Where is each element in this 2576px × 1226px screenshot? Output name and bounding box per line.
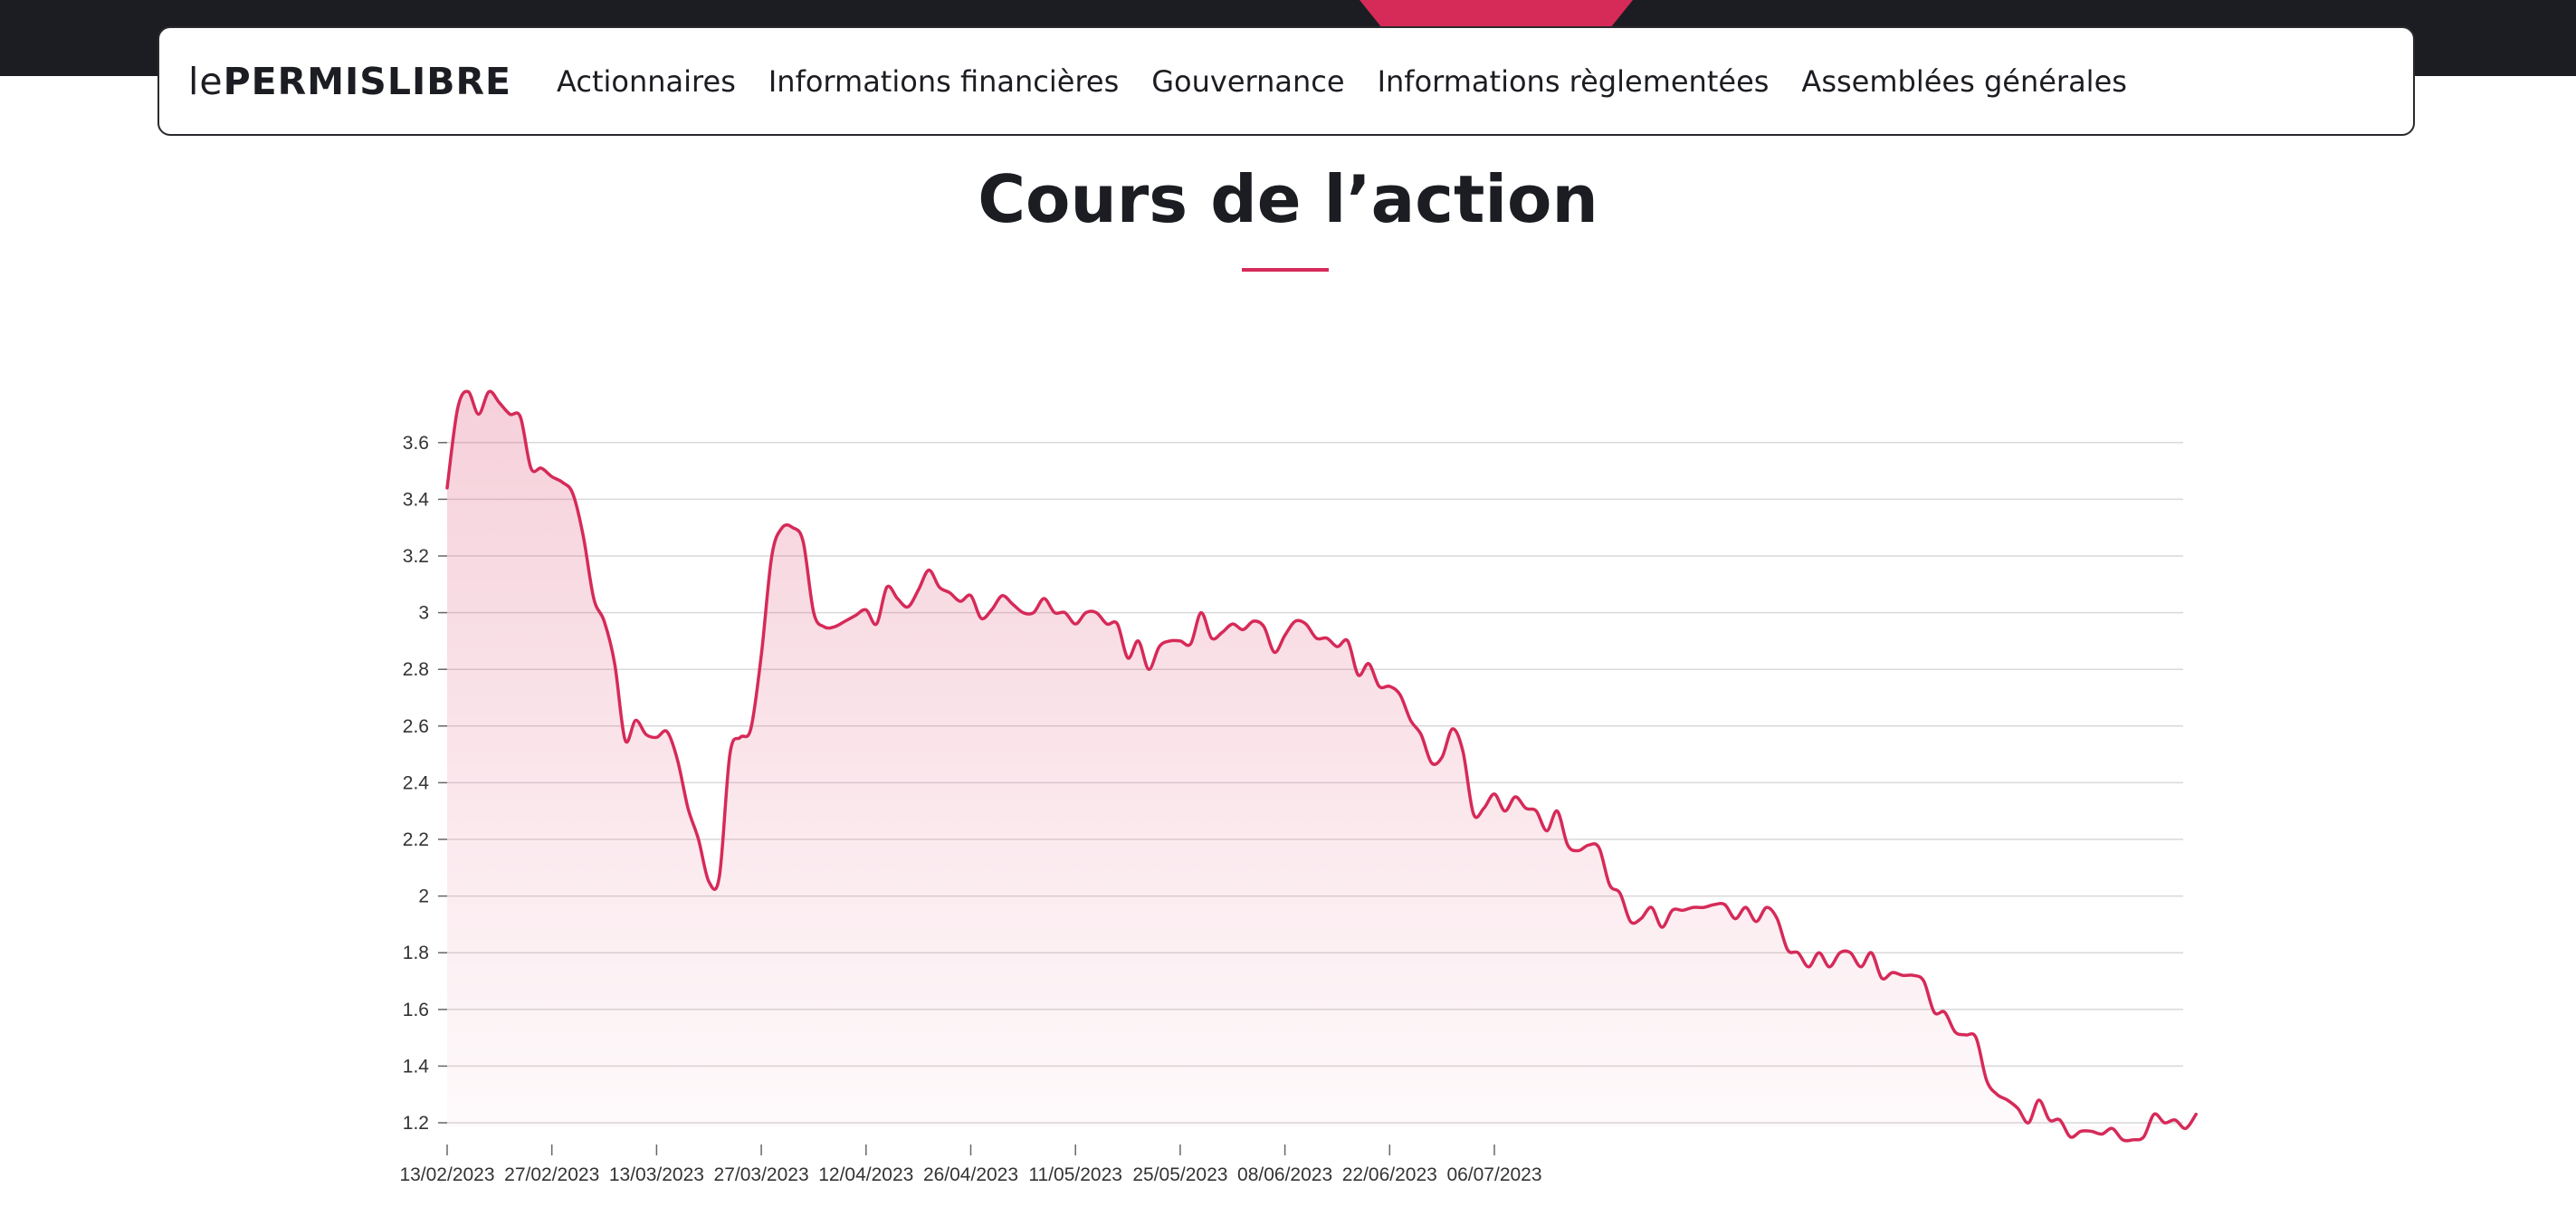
x-tick-label: 11/05/2023 xyxy=(1028,1164,1122,1185)
page-title: Cours de l’action xyxy=(978,161,1598,237)
nav-item-actionnaires[interactable]: Actionnaires xyxy=(557,63,736,99)
price-area xyxy=(447,391,2197,1141)
y-tick-label: 1.8 xyxy=(403,943,429,963)
logo-main: PERMISLIBRE xyxy=(223,59,512,103)
y-tick-label: 3 xyxy=(418,603,429,624)
y-tick-label: 2.6 xyxy=(403,716,429,737)
title-underline xyxy=(1242,268,1329,272)
y-tick-label: 3.4 xyxy=(403,489,430,510)
y-tick-label: 1.2 xyxy=(403,1113,429,1134)
y-tick-label: 1.4 xyxy=(403,1056,430,1077)
x-tick-label: 27/02/2023 xyxy=(504,1164,599,1185)
main-navbar: lePERMISLIBRE Actionnaires Informations … xyxy=(157,26,2415,136)
price-line xyxy=(445,389,2198,1143)
brand-logo[interactable]: lePERMISLIBRE xyxy=(188,60,511,103)
x-tick-label: 26/04/2023 xyxy=(923,1164,1018,1185)
x-tick-label: 22/06/2023 xyxy=(1342,1164,1437,1185)
y-tick-label: 2 xyxy=(418,886,429,907)
x-tick-label: 25/05/2023 xyxy=(1132,1164,1227,1185)
y-tick-label: 3.6 xyxy=(403,433,429,454)
y-tick-label: 2.4 xyxy=(403,772,430,793)
nav-item-gouvernance[interactable]: Gouvernance xyxy=(1151,63,1345,99)
nav-item-informations-reglementees[interactable]: Informations règlementées xyxy=(1377,63,1770,99)
top-accent-shape xyxy=(1360,0,1633,27)
x-axis-ticks: 13/02/2023 27/02/2023 13/03/2023 27/03/2023… xyxy=(399,1145,1542,1185)
nav-item-assemblees-generales[interactable]: Assemblées générales xyxy=(1801,63,2127,99)
x-tick-label: 12/04/2023 xyxy=(818,1164,913,1185)
y-tick-label: 1.6 xyxy=(403,1000,429,1020)
x-tick-label: 27/03/2023 xyxy=(714,1164,809,1185)
x-tick-label: 13/03/2023 xyxy=(609,1164,704,1185)
y-tick-label: 2.8 xyxy=(403,659,429,680)
y-tick-label: 3.2 xyxy=(403,546,429,567)
nav-item-informations-financieres[interactable]: Informations financières xyxy=(768,63,1120,99)
x-tick-label: 06/07/2023 xyxy=(1446,1164,1541,1185)
x-tick-label: 08/06/2023 xyxy=(1237,1164,1332,1185)
y-tick-label: 2.2 xyxy=(403,829,429,850)
y-axis-ticks: 1.2 1.4 1.6 1.8 2 2.2 2.4 2.6 2.8 3 3.2 3.4 3.6 xyxy=(403,433,447,1134)
x-tick-label: 13/02/2023 xyxy=(399,1164,494,1185)
logo-prefix: le xyxy=(188,59,224,103)
